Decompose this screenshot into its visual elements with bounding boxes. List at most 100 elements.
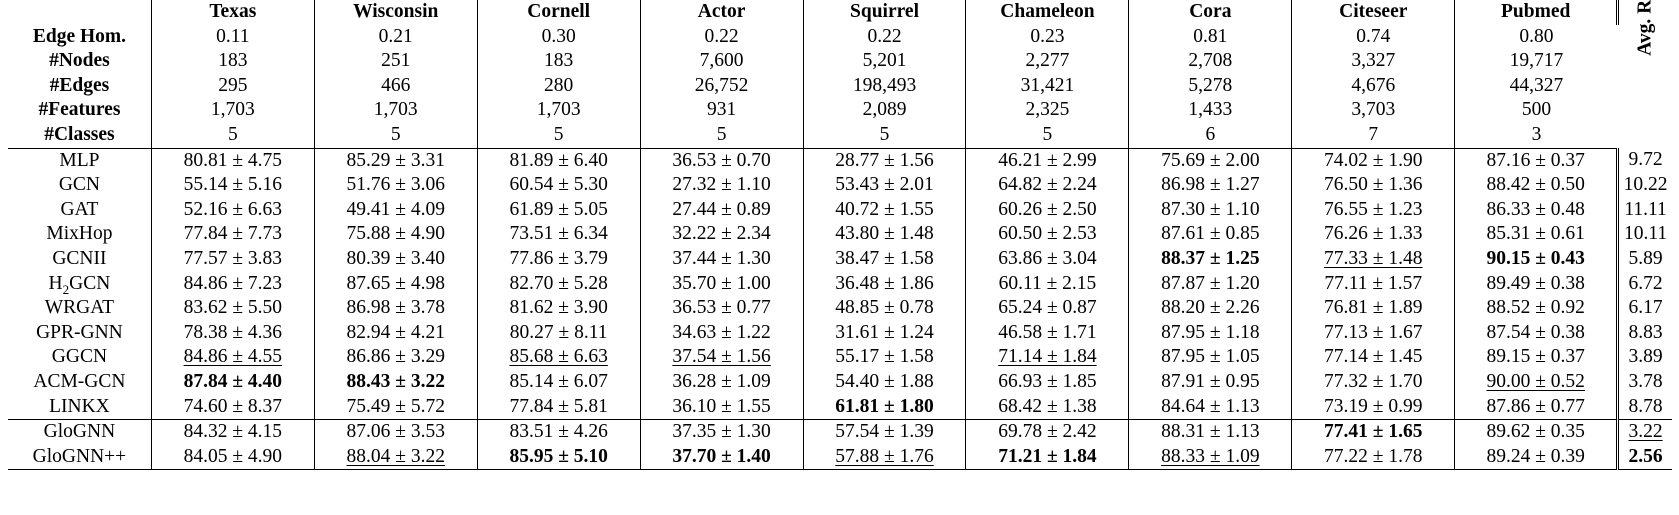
result-value: 38.47 ± 1.58 — [835, 247, 934, 269]
result-value: 81.62 ± 3.90 — [509, 297, 608, 319]
avg-rank-cell: 6.17 — [1616, 296, 1672, 321]
result-value: 76.55 ± 1.23 — [1324, 198, 1423, 220]
result-cell: 61.89 ± 5.05 — [476, 197, 641, 223]
method-name: ACM-GCN — [33, 370, 126, 392]
stat-value: 5 — [313, 122, 478, 149]
result-cell: 66.93 ± 1.85 — [965, 369, 1129, 395]
result-value: 60.50 ± 2.53 — [998, 223, 1097, 245]
result-cell: 84.32 ± 4.15 — [150, 419, 315, 445]
result-value: 52.16 ± 6.63 — [183, 198, 283, 220]
result-value: 60.26 ± 2.50 — [998, 198, 1097, 220]
result-value: 55.14 ± 5.16 — [183, 174, 283, 196]
method-name: GPR-GNN — [36, 321, 123, 343]
result-cell: 86.98 ± 1.27 — [1128, 173, 1292, 198]
result-cell: 71.14 ± 1.84 — [965, 345, 1129, 370]
result-cell: 88.52 ± 0.92 — [1454, 296, 1618, 321]
result-cell: 80.81 ± 4.75 — [150, 148, 315, 174]
avg-rank-value: 10.11 — [1624, 223, 1668, 245]
method-name: MixHop — [46, 223, 113, 245]
column-header: Wisconsin — [313, 0, 478, 25]
result-cell: 77.13 ± 1.67 — [1291, 320, 1455, 346]
stat-value: 0.11 — [150, 24, 315, 50]
stat-label: #Features — [38, 99, 121, 121]
result-value: 84.86 ± 4.55 — [183, 346, 283, 368]
method-row: GCN 55.14 ± 5.16 51.76 ± 3.06 60.54 ± 5.30 2… — [8, 173, 1672, 198]
result-value: 77.13 ± 1.67 — [1324, 321, 1423, 343]
result-cell: 68.42 ± 1.38 — [965, 394, 1129, 420]
stat-value: 2,277 — [965, 49, 1129, 74]
method-name: GGCN — [51, 346, 108, 368]
result-value: 87.84 ± 4.40 — [183, 370, 283, 392]
result-cell: 51.76 ± 3.06 — [313, 173, 478, 198]
result-cell: 84.64 ± 1.13 — [1128, 394, 1292, 420]
result-cell: 34.63 ± 1.22 — [639, 320, 804, 346]
column-header: Actor — [639, 0, 804, 25]
stat-value: 0.23 — [965, 24, 1129, 50]
result-value: 87.06 ± 3.53 — [346, 421, 445, 443]
result-cell: 85.95 ± 5.10 — [476, 444, 641, 471]
result-value: 55.17 ± 1.58 — [835, 346, 934, 368]
result-value: 77.86 ± 3.79 — [509, 247, 608, 269]
result-cell: 88.43 ± 3.22 — [313, 369, 478, 395]
method-row: GPR-GNN 78.38 ± 4.36 82.94 ± 4.21 80.27 ± 8… — [8, 320, 1672, 346]
stat-value: 5 — [639, 122, 804, 149]
result-value: 37.44 ± 1.30 — [672, 247, 771, 269]
result-value: 60.54 ± 5.30 — [509, 174, 608, 196]
avg-rank-cell: 3.78 — [1616, 369, 1672, 395]
result-cell: 87.84 ± 4.40 — [150, 369, 315, 395]
stat-value: 1,703 — [150, 98, 315, 123]
result-cell: 81.89 ± 6.40 — [476, 148, 641, 174]
result-cell: 36.53 ± 0.70 — [639, 148, 804, 174]
result-cell: 85.29 ± 3.31 — [313, 148, 478, 174]
result-value: 64.82 ± 2.24 — [998, 174, 1097, 196]
result-value: 77.11 ± 1.57 — [1324, 272, 1423, 294]
result-value: 88.52 ± 0.92 — [1486, 297, 1585, 319]
result-cell: 57.88 ± 1.76 — [802, 444, 966, 471]
result-value: 36.28 ± 1.09 — [672, 370, 771, 392]
result-cell: 46.58 ± 1.71 — [965, 320, 1129, 346]
result-value: 77.14 ± 1.45 — [1324, 346, 1423, 368]
result-value: 84.32 ± 4.15 — [183, 421, 283, 443]
result-value: 77.84 ± 5.81 — [509, 395, 608, 417]
result-value: 89.24 ± 0.39 — [1486, 445, 1585, 467]
result-value: 32.22 ± 2.34 — [672, 223, 771, 245]
result-value: 88.43 ± 3.22 — [346, 370, 445, 392]
result-cell: 37.35 ± 1.30 — [639, 419, 804, 445]
result-value: 66.93 ± 1.85 — [998, 370, 1097, 392]
result-cell: 77.41 ± 1.65 — [1291, 419, 1455, 445]
avg-rank-value: 6.17 — [1628, 297, 1663, 319]
result-cell: 54.40 ± 1.88 — [802, 369, 966, 395]
result-cell: 77.14 ± 1.45 — [1291, 345, 1455, 370]
result-cell: 89.49 ± 0.38 — [1454, 271, 1618, 297]
result-cell: 86.33 ± 0.48 — [1454, 197, 1618, 223]
result-value: 48.85 ± 0.78 — [835, 297, 934, 319]
result-cell: 77.22 ± 1.78 — [1291, 444, 1455, 471]
stat-row: #Features 1,703 1,703 1,703 931 2,089 2,325 1,4… — [8, 98, 1672, 123]
result-value: 77.84 ± 7.73 — [183, 223, 283, 245]
method-row: WRGAT 83.62 ± 5.50 86.98 ± 3.78 81.62 ± 3.9… — [8, 296, 1672, 321]
result-cell: 85.68 ± 6.63 — [476, 345, 641, 370]
column-header: Pubmed — [1454, 0, 1618, 25]
method-name: GCN — [58, 174, 101, 196]
result-cell: 80.27 ± 8.11 — [476, 320, 641, 346]
avg-rank-cell: 3.22 — [1616, 419, 1672, 445]
result-value: 77.41 ± 1.65 — [1324, 421, 1423, 443]
result-value: 87.86 ± 0.77 — [1486, 395, 1585, 417]
result-value: 57.88 ± 1.76 — [835, 445, 934, 467]
stat-value: 0.80 — [1454, 24, 1618, 50]
method-name: GCNII — [52, 247, 107, 269]
result-cell: 48.85 ± 0.78 — [802, 296, 966, 321]
result-value: 85.68 ± 6.63 — [509, 346, 608, 368]
result-value: 36.53 ± 0.77 — [672, 297, 771, 319]
method-name: LINKX — [49, 395, 110, 417]
result-cell: 87.95 ± 1.05 — [1128, 345, 1292, 370]
result-value: 90.00 ± 0.52 — [1486, 370, 1585, 392]
stat-value: 3,703 — [1291, 98, 1455, 123]
stat-row: Edge Hom. 0.11 0.21 0.30 0.22 0.22 0.23 0.81 0.7… — [8, 24, 1672, 50]
avg-rank-value: 10.22 — [1623, 174, 1668, 196]
method-row: GloGNN++ 84.05 ± 4.90 88.04 ± 3.22 85.95 ± … — [8, 444, 1672, 471]
stat-value: 7 — [1291, 122, 1455, 149]
result-cell: 78.38 ± 4.36 — [150, 320, 315, 346]
result-cell: 76.50 ± 1.36 — [1291, 173, 1455, 198]
result-cell: 27.32 ± 1.10 — [639, 173, 804, 198]
